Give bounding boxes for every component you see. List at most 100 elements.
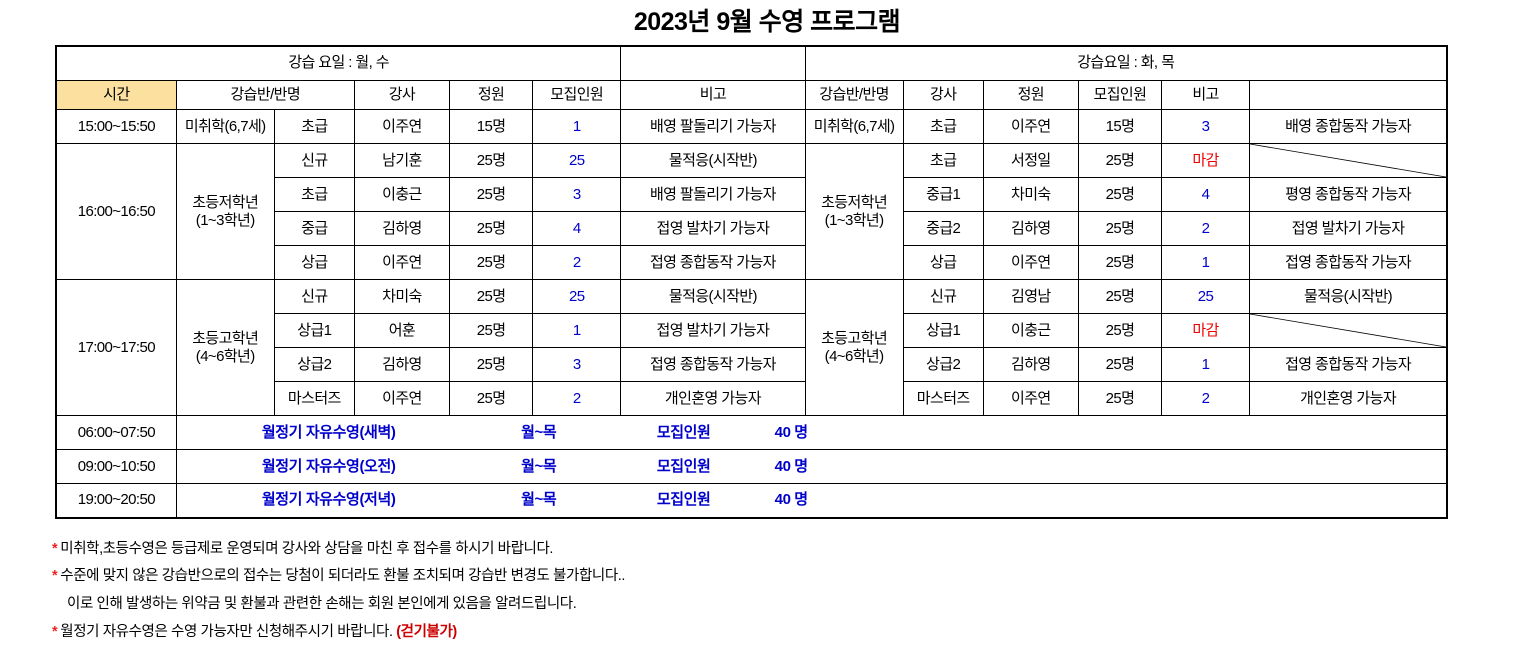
note-text: 미취학,초등수영은 등급제로 운영되며 강사와 상담을 마친 후 접수를 하시기… (60, 540, 554, 557)
right-openings-cell: 2 (1160, 381, 1251, 416)
column-header-row: 시간 강습반/반명 강사 정원 모집인원 비고 강습반/반명 강사 정원 모집인원 비고 (55, 80, 1447, 110)
note-line: * 월정기 자유수영은 수영 가능자만 신청해주시기 바랍니다. (걷기불가) (52, 619, 1534, 647)
footer-notes: * 미취학,초등수영은 등급제로 운영되며 강사와 상담을 마친 후 접수를 하시… (52, 536, 1534, 647)
free-swim-capacity-label: 모집인원 (656, 491, 711, 509)
right-openings-cell: 1 (1160, 245, 1251, 280)
band-spacer (620, 45, 806, 81)
left-level-cell: 신규 (273, 279, 355, 314)
header-capacity-right: 정원 (982, 80, 1079, 110)
left-openings-cell: 1 (532, 109, 622, 144)
free-swim-row: 19:00~20:50 월정기 자유수영(저녁) 월~목 모집인원 40 명 (55, 483, 1448, 518)
free-swim-capacity-value: 40 명 (774, 457, 808, 475)
left-level-cell: 신규 (273, 143, 355, 178)
header-class-name-left: 강습반/반명 (175, 80, 355, 110)
note-bullet-icon: * (52, 568, 58, 585)
right-capacity-cell: 25명 (1077, 143, 1162, 178)
left-group-cell: 초등저학년 (1~3학년) (175, 143, 275, 280)
right-openings-cell: 25 (1160, 279, 1251, 314)
left-note-cell: 물적응(시작반) (620, 279, 806, 314)
left-openings-cell: 2 (532, 245, 622, 280)
right-section-band: 강습요일 : 화, 목 (804, 45, 1448, 81)
left-instructor-cell: 김하영 (353, 211, 451, 246)
table-row: 중급 김하영 25명 4 접영 발차기 가능자 중급2 김하영 25명 2 접영 발차기 가능자 (56, 211, 1448, 246)
right-level-cell: 상급1 (902, 313, 984, 348)
right-level-cell: 마스터즈 (902, 381, 984, 416)
header-openings-right: 모집인원 (1077, 80, 1162, 110)
time-slot-cell: 17:00~17:50 (55, 279, 177, 416)
left-instructor-cell: 이충근 (353, 177, 451, 212)
left-instructor-cell: 김하영 (353, 347, 451, 382)
note-highlight: (걷기불가) (396, 623, 457, 640)
left-openings-cell: 25 (532, 279, 622, 314)
left-note-cell: 개인혼영 가능자 (620, 381, 806, 416)
page-title: 2023년 9월 수영 프로그램 (633, 8, 901, 36)
right-instructor-cell: 김하영 (982, 347, 1079, 382)
left-instructor-cell: 이주연 (353, 381, 451, 416)
free-swim-time-cell: 19:00~20:50 (55, 483, 177, 518)
left-section-band: 강습 요일 : 월, 수 (55, 45, 622, 81)
right-note-cell: 물적응(시작반) (1249, 279, 1448, 314)
table-row: 상급 이주연 25명 2 접영 종합동작 가능자 상급 이주연 25명 1 접영 종합동작 가능자 (56, 245, 1448, 280)
schedule-table: 강습 요일 : 월, 수 강습요일 : 화, 목 시간 강습반/반명 강사 정원 모집인원 비… (55, 44, 1448, 519)
header-openings-left: 모집인원 (532, 80, 622, 110)
left-note-cell: 물적응(시작반) (620, 143, 806, 178)
left-level-cell: 상급 (273, 245, 355, 280)
header-instructor-left: 강사 (353, 80, 451, 110)
right-openings-cell: 1 (1160, 347, 1251, 382)
free-swim-capacity-label: 모집인원 (656, 457, 711, 475)
right-capacity-cell: 15명 (1077, 109, 1162, 144)
left-note-cell: 접영 종합동작 가능자 (620, 245, 806, 280)
right-instructor-cell: 김영남 (982, 279, 1079, 314)
left-openings-cell: 3 (532, 347, 622, 382)
table-row: 상급1 어훈 25명 1 접영 발차기 가능자 상급1 이충근 25명 마감 (56, 313, 1448, 348)
free-swim-name: 월정기 자유수영(새벽) (261, 423, 396, 441)
right-note-cell: 평영 종합동작 가능자 (1249, 177, 1448, 212)
right-note-cell-unavailable (1249, 313, 1448, 348)
free-swim-row: 09:00~10:50 월정기 자유수영(오전) 월~목 모집인원 40 명 (55, 449, 1448, 484)
right-group-cell: 초등고학년 (4~6학년) (804, 279, 904, 416)
left-note-cell: 접영 종합동작 가능자 (620, 347, 806, 382)
header-note-left: 비고 (620, 80, 806, 110)
right-group-cell: 초등저학년 (1~3학년) (804, 143, 904, 280)
left-group-cell: 초등고학년 (4~6학년) (175, 279, 275, 416)
right-openings-cell: 마감 (1160, 313, 1251, 348)
right-instructor-cell: 이주연 (982, 109, 1079, 144)
left-note-cell: 배영 팔돌리기 가능자 (620, 177, 806, 212)
note-line: 이로 인해 발생하는 위약금 및 환불과 관련한 손해는 회원 본인에게 있음을… (52, 591, 1534, 619)
left-capacity-cell: 25명 (448, 347, 534, 382)
free-swim-detail-cell: 월정기 자유수영(저녁) 월~목 모집인원 40 명 (175, 483, 1448, 518)
left-openings-cell: 2 (532, 381, 622, 416)
table-row: 15:00~15:50 미취학(6,7세) 초급 이주연 15명 1 배영 팔돌리기 가능자… (55, 109, 1448, 144)
time-slot-cell: 16:00~16:50 (55, 143, 177, 280)
right-level-cell: 초급 (902, 109, 984, 144)
left-instructor-cell: 남기훈 (353, 143, 451, 178)
right-level-cell: 상급2 (902, 347, 984, 382)
note-line: * 수준에 맞지 않은 강습반으로의 접수는 당첨이 되더라도 환불 조치되며 강… (52, 563, 1534, 591)
left-openings-cell: 4 (532, 211, 622, 246)
table-row: 마스터즈 이주연 25명 2 개인혼영 가능자 마스터즈 이주연 25명 2 개인혼영 가능자 (56, 381, 1448, 416)
right-capacity-cell: 25명 (1077, 177, 1162, 212)
free-swim-days: 월~목 (521, 491, 557, 509)
right-note-cell-unavailable (1249, 143, 1448, 178)
right-openings-cell: 4 (1160, 177, 1251, 212)
header-instructor-right: 강사 (902, 80, 984, 110)
right-instructor-cell: 서정일 (982, 143, 1079, 178)
right-group-cell: 미취학(6,7세) (804, 109, 904, 144)
left-openings-cell: 1 (532, 313, 622, 348)
right-capacity-cell: 25명 (1077, 245, 1162, 280)
left-capacity-cell: 15명 (448, 109, 534, 144)
right-instructor-cell: 이주연 (982, 245, 1079, 280)
left-level-cell: 초급 (273, 177, 355, 212)
left-openings-cell: 25 (532, 143, 622, 178)
right-note-cell: 개인혼영 가능자 (1249, 381, 1448, 416)
left-openings-cell: 3 (532, 177, 622, 212)
free-swim-detail-cell: 월정기 자유수영(오전) 월~목 모집인원 40 명 (175, 449, 1448, 484)
right-note-cell: 접영 발차기 가능자 (1249, 211, 1448, 246)
left-capacity-cell: 25명 (448, 381, 534, 416)
free-swim-detail-cell: 월정기 자유수영(새벽) 월~목 모집인원 40 명 (175, 415, 1448, 450)
left-capacity-cell: 25명 (448, 211, 534, 246)
right-instructor-cell: 이주연 (982, 381, 1079, 416)
schedule-body: 강습 요일 : 월, 수 강습요일 : 화, 목 시간 강습반/반명 강사 정원 모집인원 비… (55, 45, 1448, 518)
time-slot-cell: 15:00~15:50 (55, 109, 177, 144)
right-capacity-cell: 25명 (1077, 279, 1162, 314)
